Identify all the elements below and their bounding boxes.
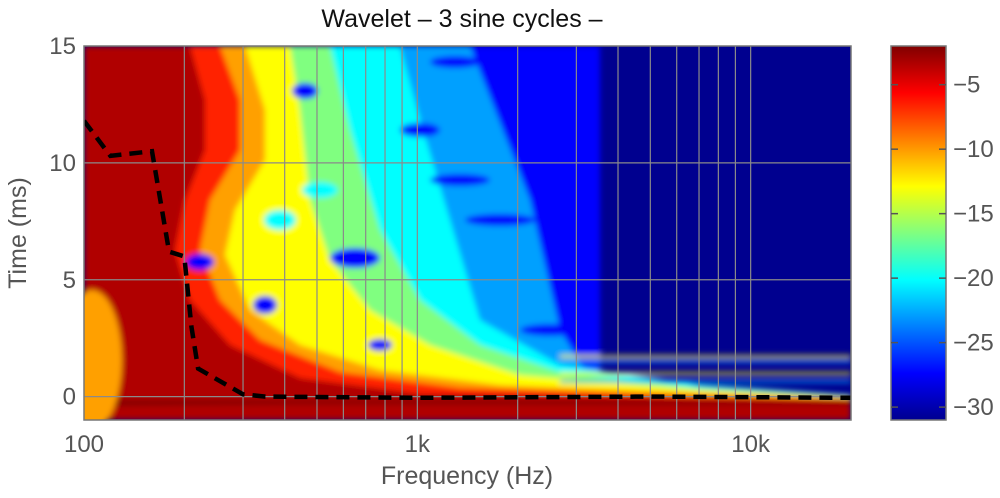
heatmap-streak — [560, 360, 851, 363]
heatmap-island — [253, 296, 277, 314]
y-tick-label: 15 — [49, 33, 76, 60]
dashed-ridge-line — [84, 119, 851, 401]
heatmap-island — [330, 248, 380, 268]
x-axis-label: Frequency (Hz) — [381, 462, 553, 490]
heatmap-level-7 — [84, 46, 851, 420]
y-tick-label: 5 — [63, 267, 76, 294]
heatmap-island — [430, 174, 490, 186]
y-tick-label: 0 — [63, 384, 76, 411]
y-axis-label: Time (ms) — [4, 177, 32, 289]
chart-title: Wavelet – 3 sine cycles – — [321, 5, 602, 33]
heatmap-level-8 — [84, 400, 851, 406]
colorbar-tick-label: −5 — [953, 72, 980, 99]
heatmap-island — [520, 324, 580, 336]
x-tick-label: 1k — [405, 431, 431, 458]
x-tick-label: 10k — [731, 431, 771, 458]
heatmap-island — [400, 123, 440, 137]
heatmap-island — [264, 210, 296, 230]
y-axis-ticks: 0 5 10 15 — [49, 33, 76, 411]
heatmap-streak — [560, 355, 851, 358]
heatmap-island — [368, 339, 392, 351]
colorbar — [890, 45, 947, 421]
y-tick-label: 10 — [49, 150, 76, 177]
heatmap-island — [302, 182, 338, 198]
colorbar-ticks: −5 −10 −15 −20 −25 −30 — [891, 72, 994, 421]
heatmap-pocket — [84, 290, 122, 420]
x-tick-label: 100 — [64, 431, 104, 458]
heatmap-level-4 — [84, 46, 851, 420]
heatmap-island — [292, 83, 318, 99]
colorbar-tick-label: −10 — [953, 136, 994, 163]
x-axis-ticks: 100 1k 10k — [64, 431, 771, 458]
heatmap-island — [186, 254, 214, 270]
heatmap-streak — [560, 372, 851, 375]
heatmap-island — [465, 214, 535, 226]
heatmap-field — [84, 46, 851, 420]
heatmap-island — [430, 56, 480, 68]
colorbar-tick-label: −30 — [953, 394, 994, 421]
plot-grid — [84, 46, 851, 420]
plot-frame — [83, 45, 852, 421]
colorbar-tick-label: −25 — [953, 330, 994, 357]
colorbar-tick-label: −20 — [953, 265, 994, 292]
heatmap-streak — [560, 380, 851, 383]
colorbar-tick-label: −15 — [953, 201, 994, 228]
